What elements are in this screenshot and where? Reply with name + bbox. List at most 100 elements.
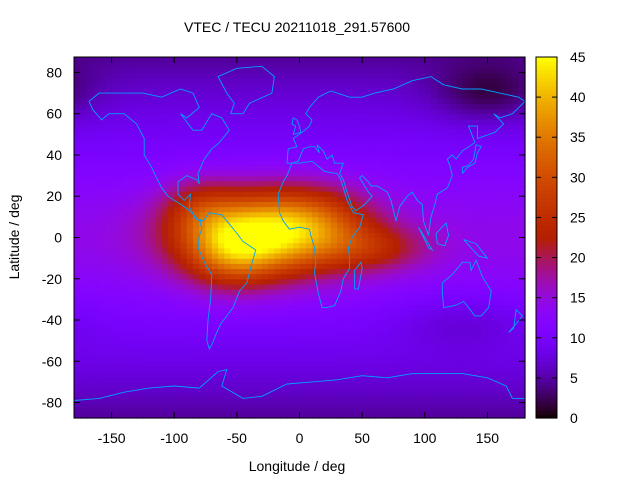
heatmap-cell (318, 176, 325, 182)
heatmap-cell (318, 320, 325, 326)
heatmap-cell (406, 238, 413, 244)
heatmap-cell (362, 294, 369, 300)
heatmap-cell (274, 150, 281, 156)
heatmap-cell (293, 294, 300, 300)
heatmap-cell (362, 325, 369, 331)
vtec-chart: VTEC / TECU 20211018_291.57600 -150 -100-… (0, 0, 640, 480)
heatmap-cell (149, 392, 156, 398)
heatmap-cell (469, 170, 476, 176)
heatmap-cell (337, 196, 344, 202)
heatmap-cell (356, 93, 363, 99)
heatmap-cell (237, 201, 244, 207)
heatmap-cell (206, 160, 213, 166)
heatmap-cell (112, 176, 119, 182)
heatmap-cell (300, 315, 307, 321)
heatmap-cell (318, 341, 325, 347)
heatmap-cell (318, 67, 325, 73)
heatmap-cell (93, 165, 100, 171)
heatmap-cell (80, 186, 87, 192)
heatmap-cell (274, 145, 281, 151)
heatmap-cell (99, 289, 106, 295)
heatmap-cell (356, 238, 363, 244)
heatmap-cell (494, 366, 501, 372)
heatmap-cell (281, 377, 288, 383)
heatmap-cell (444, 361, 451, 367)
heatmap-cell (174, 78, 181, 84)
heatmap-cell (231, 150, 238, 156)
heatmap-cell (149, 227, 156, 233)
heatmap-cell (99, 366, 106, 372)
heatmap-cell (381, 119, 388, 125)
heatmap-cell (306, 346, 313, 352)
heatmap-cell (481, 248, 488, 254)
heatmap-cell (193, 289, 200, 295)
heatmap-cell (99, 191, 106, 197)
heatmap-cell (487, 341, 494, 347)
heatmap-cell (500, 145, 507, 151)
heatmap-cell (350, 103, 357, 109)
heatmap-cell (425, 186, 432, 192)
heatmap-cell (406, 403, 413, 409)
heatmap-cell (456, 289, 463, 295)
heatmap-cell (281, 62, 288, 68)
heatmap-cell (180, 140, 187, 146)
heatmap-cell (356, 335, 363, 341)
heatmap-cell (74, 222, 81, 228)
heatmap-cell (431, 103, 438, 109)
heatmap-cell (206, 372, 213, 378)
heatmap-cell (331, 315, 338, 321)
heatmap-cell (256, 186, 263, 192)
heatmap-cell (318, 392, 325, 398)
heatmap-cell (406, 408, 413, 414)
heatmap-cell (512, 263, 519, 269)
heatmap-cell (450, 351, 457, 357)
heatmap-cell (237, 377, 244, 383)
heatmap-cell (481, 212, 488, 218)
heatmap-cell (381, 310, 388, 316)
heatmap-cell (300, 258, 307, 264)
heatmap-cell (412, 289, 419, 295)
heatmap-cell (362, 217, 369, 223)
heatmap-cell (243, 248, 250, 254)
heatmap-cell (224, 356, 231, 362)
heatmap-cell (300, 289, 307, 295)
heatmap-cell (381, 361, 388, 367)
heatmap-cell (469, 341, 476, 347)
heatmap-cell (318, 408, 325, 414)
heatmap-cell (249, 397, 256, 403)
heatmap-cell (337, 248, 344, 254)
heatmap-cell (93, 284, 100, 290)
heatmap-cell (80, 93, 87, 99)
heatmap-cell (350, 294, 357, 300)
heatmap-cell (387, 155, 394, 161)
heatmap-cell (168, 129, 175, 135)
heatmap-cell (212, 176, 219, 182)
heatmap-cell (105, 170, 112, 176)
heatmap-cell (206, 258, 213, 264)
heatmap-cell (362, 67, 369, 73)
heatmap-cell (325, 330, 332, 336)
heatmap-cell (162, 238, 169, 244)
heatmap-cell (444, 387, 451, 393)
heatmap-cell (87, 217, 94, 223)
heatmap-cell (243, 170, 250, 176)
heatmap-cell (400, 114, 407, 120)
heatmap-cell (306, 315, 313, 321)
heatmap-cell (224, 83, 231, 89)
heatmap-cell (212, 124, 219, 130)
heatmap-cell (506, 227, 513, 233)
heatmap-cell (243, 377, 250, 383)
heatmap-cell (124, 212, 131, 218)
heatmap-cell (180, 325, 187, 331)
heatmap-cell (487, 186, 494, 192)
heatmap-cell (300, 114, 307, 120)
heatmap-cell (506, 366, 513, 372)
heatmap-cell (262, 119, 269, 125)
heatmap-cell (506, 382, 513, 388)
heatmap-cell (337, 109, 344, 115)
heatmap-cell (162, 83, 169, 89)
heatmap-cell (287, 289, 294, 295)
heatmap-cell (487, 62, 494, 68)
heatmap-cell (475, 320, 482, 326)
heatmap-cell (481, 232, 488, 238)
